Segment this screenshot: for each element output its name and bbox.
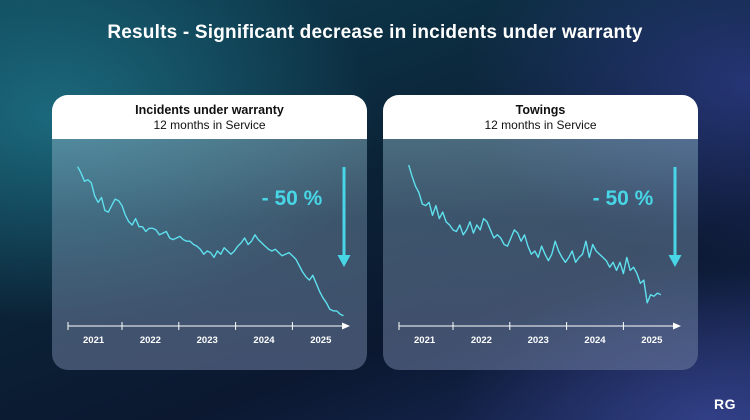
chart-subtitle: 12 months in Service bbox=[153, 118, 266, 132]
x-axis-arrow bbox=[673, 322, 681, 330]
x-tick-label: 2025 bbox=[641, 335, 663, 346]
x-tick-label: 2024 bbox=[253, 335, 275, 346]
decrease-arrow-head bbox=[337, 255, 351, 267]
chart-title: Towings bbox=[515, 103, 566, 117]
card-header: Incidents under warranty 12 months in Se… bbox=[52, 95, 367, 139]
towings-line-chart: 2021 2022 2023 2024 2025 - 50 % bbox=[398, 164, 682, 346]
x-tick-label: 2023 bbox=[528, 335, 549, 346]
decrease-arrow-head bbox=[668, 255, 682, 267]
x-tick-label: 2024 bbox=[584, 335, 606, 346]
towings-chart-card: Towings 12 months in Service 2021 2022 202… bbox=[383, 95, 698, 370]
chart-title: Incidents under warranty bbox=[135, 103, 284, 117]
reduction-annotation: - 50 % bbox=[262, 187, 323, 210]
chart-subtitle: 12 months in Service bbox=[484, 118, 597, 132]
reduction-annotation: - 50 % bbox=[593, 187, 654, 210]
incidents-chart-card: Incidents under warranty 12 months in Se… bbox=[52, 95, 367, 370]
x-tick-label: 2022 bbox=[471, 335, 492, 346]
x-tick-label: 2022 bbox=[140, 335, 161, 346]
x-tick-label: 2021 bbox=[414, 335, 436, 346]
page-title: Results - Significant decrease in incide… bbox=[107, 22, 643, 43]
x-tick-label: 2023 bbox=[197, 335, 218, 346]
company-logo: RG bbox=[714, 396, 736, 412]
series-line bbox=[408, 164, 662, 304]
series-line bbox=[77, 166, 344, 317]
x-axis-arrow bbox=[342, 322, 350, 330]
card-header: Towings 12 months in Service bbox=[383, 95, 698, 139]
incidents-line-chart: 2021 2022 2023 2024 2025 - 50 % bbox=[67, 166, 351, 346]
x-tick-label: 2025 bbox=[310, 335, 332, 346]
x-tick-label: 2021 bbox=[83, 335, 105, 346]
